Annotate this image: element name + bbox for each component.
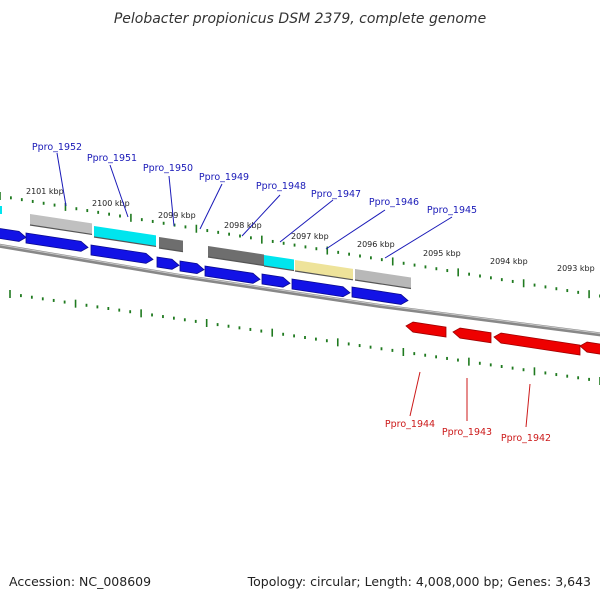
accession-text: Accession: NC_008609 [9, 574, 151, 589]
forward-gene-label: Ppro_1947 [311, 189, 361, 200]
feature-box [295, 260, 353, 280]
forward-label-connector [199, 183, 223, 230]
feature-box [0, 206, 2, 214]
forward-label-connector [241, 194, 281, 237]
reverse-gene-label: Ppro_1944 [385, 419, 435, 430]
reverse-gene-arrow [493, 332, 581, 356]
reverse-label-connector [409, 371, 421, 417]
scale-label: 2096 kbp [357, 240, 395, 249]
feature-box-edge [93, 236, 157, 248]
reverse-label-connector [525, 383, 531, 428]
scale-label: 2098 kbp [224, 221, 262, 230]
feature-box-edge [354, 279, 412, 290]
genome-backbone [0, 243, 600, 337]
feature-box [94, 226, 156, 247]
scale-label: 2094 kbp [490, 257, 528, 266]
map-title: Pelobacter propionicus DSM 2379, complet… [114, 11, 486, 27]
forward-gene-arrow [25, 232, 89, 252]
feature-box [355, 269, 411, 289]
forward-label-connector [56, 152, 67, 207]
forward-label-connector [384, 216, 453, 259]
scale-label: 2093 kbp [557, 264, 595, 273]
feature-box [159, 237, 183, 252]
feature-box-edge [29, 224, 93, 236]
feature-box-edge [263, 265, 295, 272]
forward-gene-label: Ppro_1951 [87, 153, 137, 164]
forward-gene-arrow [156, 256, 180, 270]
scale-label: 2100 kbp [92, 199, 130, 208]
genome-backbone-highlight [0, 244, 600, 334]
forward-label-connector [279, 199, 334, 243]
forward-gene-label: Ppro_1952 [32, 142, 82, 153]
forward-gene-label: Ppro_1949 [199, 172, 249, 183]
forward-label-connector [168, 175, 175, 227]
scale-label: 2099 kbp [158, 211, 196, 220]
feature-box-edge [294, 270, 354, 281]
forward-gene-label: Ppro_1946 [369, 197, 419, 208]
feature-box [30, 214, 92, 235]
forward-gene-label: Ppro_1950 [143, 163, 193, 174]
forward-gene-arrow [90, 244, 154, 264]
reverse-gene-arrow [579, 341, 600, 355]
reverse-gene-arrow [405, 321, 447, 338]
forward-gene-arrow [0, 228, 27, 242]
feature-box [208, 246, 264, 266]
forward-gene-label: Ppro_1948 [256, 181, 306, 192]
scale-label: 2097 kbp [291, 232, 329, 241]
forward-label-connector [325, 209, 386, 250]
reverse-gene-arrow [452, 327, 492, 344]
forward-gene-arrow [291, 278, 351, 298]
forward-label-connector [109, 164, 129, 218]
genome-summary-text: Topology: circular; Length: 4,008,000 bp… [247, 574, 591, 589]
feature-box-edge [158, 247, 184, 253]
forward-gene-arrow [179, 260, 205, 275]
scale-label: 2101 kbp [26, 187, 64, 196]
scale-label: 2095 kbp [423, 249, 461, 258]
forward-gene-label: Ppro_1945 [427, 205, 477, 216]
reverse-gene-label: Ppro_1943 [442, 427, 492, 438]
forward-gene-arrow [261, 273, 291, 288]
feature-box-edge [207, 256, 265, 267]
forward-gene-arrow [351, 286, 409, 305]
forward-gene-arrow [204, 265, 261, 284]
reverse-gene-label: Ppro_1942 [501, 433, 551, 444]
